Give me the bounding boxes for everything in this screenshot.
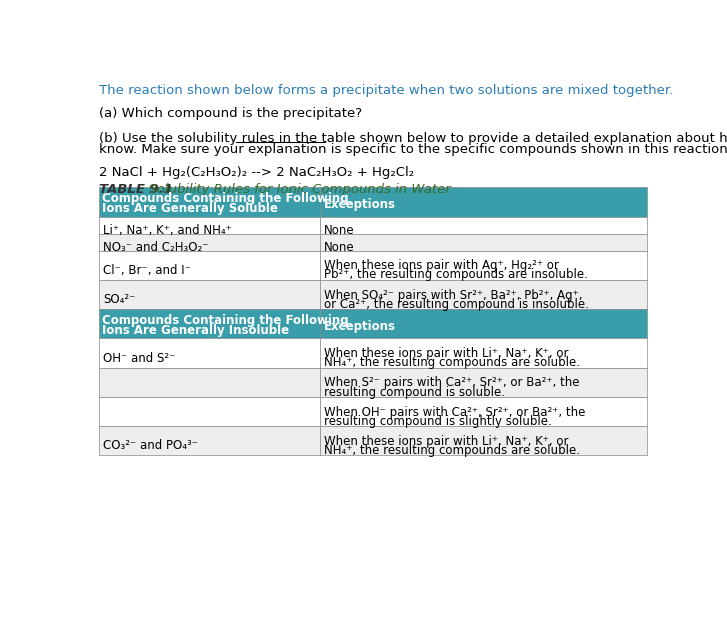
Text: OH⁻ and S²⁻: OH⁻ and S²⁻ [103,352,176,364]
Text: None: None [324,241,355,254]
Text: NH₄⁺, the resulting compounds are soluble.: NH₄⁺, the resulting compounds are solubl… [324,444,580,457]
Text: Cl⁻, Br⁻, and I⁻: Cl⁻, Br⁻, and I⁻ [103,264,191,277]
Bar [99,251,319,280]
Bar [319,234,646,251]
Bar [319,368,646,397]
Bar [319,280,646,309]
Text: resulting compound is soluble.: resulting compound is soluble. [324,386,505,399]
Bar [99,338,319,367]
Text: TABLE 9.1: TABLE 9.1 [99,182,172,196]
Text: Compounds Containing the Following: Compounds Containing the Following [103,192,349,205]
Text: When these ions pair with Li⁺, Na⁺, K⁺, or: When these ions pair with Li⁺, Na⁺, K⁺, … [324,347,569,360]
Text: Ions Are Generally Insoluble: Ions Are Generally Insoluble [103,324,289,337]
Text: When SO₄²⁻ pairs with Sr²⁺, Ba²⁺, Pb²⁺, Ag⁺,: When SO₄²⁻ pairs with Sr²⁺, Ba²⁺, Pb²⁺, … [324,289,582,301]
Text: When these ions pair with Ag⁺, Hg₂²⁺ or: When these ions pair with Ag⁺, Hg₂²⁺ or [324,259,559,272]
Text: 2 NaCl + Hg₂(C₂H₃O₂)₂ --> 2 NaC₂H₃O₂ + Hg₂Cl₂: 2 NaCl + Hg₂(C₂H₃O₂)₂ --> 2 NaC₂H₃O₂ + H… [99,166,414,179]
Text: resulting compound is slightly soluble.: resulting compound is slightly soluble. [324,415,552,428]
Text: know. Make sure your explanation is specific to the specific compounds shown in : know. Make sure your explanation is spec… [99,142,727,156]
Bar [99,368,319,397]
Bar [319,426,646,456]
Bar [99,188,319,217]
Bar [319,251,646,280]
Bar [99,234,319,251]
Text: NH₄⁺, the resulting compounds are soluble.: NH₄⁺, the resulting compounds are solubl… [324,356,580,369]
Bar [319,397,646,426]
Text: Ions Are Generally Soluble: Ions Are Generally Soluble [103,202,278,215]
Bar [319,188,646,217]
Bar [99,426,319,456]
Text: Li⁺, Na⁺, K⁺, and NH₄⁺: Li⁺, Na⁺, K⁺, and NH₄⁺ [103,224,232,237]
Text: Exceptions: Exceptions [324,320,396,333]
Text: or Ca²⁺, the resulting compound is insoluble.: or Ca²⁺, the resulting compound is insol… [324,298,589,311]
Text: The reaction shown below forms a precipitate when two solutions are mixed togeth: The reaction shown below forms a precipi… [99,84,673,98]
Text: Exceptions: Exceptions [324,198,396,211]
Text: SO₄²⁻: SO₄²⁻ [103,293,136,306]
Bar [99,397,319,426]
Text: CO₃²⁻ and PO₄³⁻: CO₃²⁻ and PO₄³⁻ [103,439,198,452]
Text: When these ions pair with Li⁺, Na⁺, K⁺, or: When these ions pair with Li⁺, Na⁺, K⁺, … [324,435,569,448]
Text: When S²⁻ pairs with Ca²⁺, Sr²⁺, or Ba²⁺, the: When S²⁻ pairs with Ca²⁺, Sr²⁺, or Ba²⁺,… [324,376,579,389]
Bar [319,338,646,367]
Text: (a) Which compound is the precipitate?: (a) Which compound is the precipitate? [99,107,362,121]
Bar [319,309,646,338]
Text: None: None [324,224,355,237]
Text: Solubility Rules for Ionic Compounds in Water: Solubility Rules for Ionic Compounds in … [140,182,451,196]
Text: Pb²⁺, the resulting compounds are insoluble.: Pb²⁺, the resulting compounds are insolu… [324,269,588,281]
Text: Compounds Containing the Following: Compounds Containing the Following [103,314,349,327]
Bar [319,217,646,234]
Text: (b) Use the solubility rules in the table shown below to provide a detailed expl: (b) Use the solubility rules in the tabl… [99,132,727,145]
Bar [99,309,319,338]
Bar [99,280,319,309]
Text: NO₃⁻ and C₂H₃O₂⁻: NO₃⁻ and C₂H₃O₂⁻ [103,241,209,254]
Text: When OH⁻ pairs with Ca²⁺, Sr²⁺, or Ba²⁺, the: When OH⁻ pairs with Ca²⁺, Sr²⁺, or Ba²⁺,… [324,406,585,419]
Bar [99,217,319,234]
